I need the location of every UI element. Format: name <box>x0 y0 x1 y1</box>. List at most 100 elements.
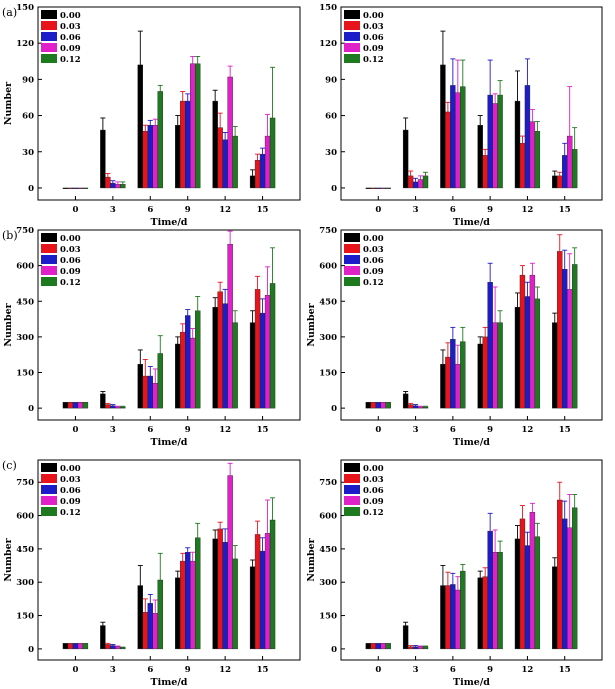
bar <box>450 584 456 650</box>
bar <box>407 175 414 189</box>
bar <box>110 182 116 189</box>
bar <box>417 179 424 189</box>
bar <box>557 175 563 189</box>
x-tick-label: 3 <box>110 425 116 435</box>
x-tick-label: 6 <box>147 425 153 435</box>
bar <box>142 612 148 650</box>
bar <box>264 135 271 189</box>
bar <box>254 159 261 189</box>
bar <box>194 63 201 189</box>
bar <box>72 187 79 189</box>
bar <box>147 603 153 650</box>
bar <box>67 401 74 409</box>
bar <box>524 545 531 650</box>
bar <box>370 643 377 650</box>
y-tick-label: 300 <box>319 578 337 588</box>
bar <box>450 339 456 409</box>
x-axis-title: Time/d <box>453 677 490 688</box>
legend-swatch <box>344 496 360 505</box>
y-tick-label: 120 <box>319 39 337 49</box>
bar <box>529 121 536 189</box>
x-tick-label: 6 <box>450 425 456 435</box>
bar <box>440 363 446 409</box>
bar <box>460 570 466 650</box>
bar <box>407 646 414 650</box>
legend-label: 0.03 <box>363 475 384 485</box>
bar <box>557 499 563 650</box>
bar <box>147 125 153 189</box>
legend-swatch <box>344 54 360 63</box>
y-axis-title: Number <box>3 537 14 581</box>
bar <box>552 566 558 650</box>
bar <box>269 519 276 650</box>
legend-label: 0.00 <box>60 11 81 21</box>
legend-label: 0.09 <box>60 44 81 54</box>
bar <box>142 375 148 409</box>
bar <box>552 175 558 189</box>
bar <box>460 86 466 189</box>
legend-label: 0.09 <box>60 267 81 277</box>
bar <box>232 322 238 409</box>
x-tick-label: 6 <box>147 665 153 675</box>
bar <box>487 282 493 409</box>
x-tick-label: 0 <box>375 425 381 435</box>
bar <box>567 289 573 409</box>
bar <box>455 92 461 189</box>
panel-label: (c) <box>2 459 17 472</box>
bar <box>567 135 573 189</box>
legend-swatch <box>41 43 57 52</box>
x-tick-label: 3 <box>110 205 116 215</box>
x-tick-label: 12 <box>522 665 534 675</box>
x-tick-label: 15 <box>559 425 571 435</box>
x-tick-label: 3 <box>413 665 419 675</box>
bar <box>477 577 483 650</box>
panel-label: (a) <box>2 6 17 19</box>
bar <box>402 393 409 409</box>
legend-swatch <box>41 277 57 286</box>
bar <box>110 405 116 409</box>
bar <box>185 552 191 650</box>
x-tick-label: 3 <box>413 425 419 435</box>
bar <box>100 129 106 189</box>
bar <box>212 538 218 650</box>
bar <box>534 298 541 409</box>
y-tick-label: 0 <box>28 645 34 655</box>
bar <box>217 291 223 409</box>
bar <box>62 187 69 189</box>
bar <box>482 576 488 650</box>
bar <box>120 184 126 189</box>
chart-panel-0: 0 30 60 90 120 150 0 3 6 9 12 15 0.000.030.060.090.1… <box>2 3 301 228</box>
bar <box>492 103 498 189</box>
bar <box>571 264 578 409</box>
bar <box>105 404 111 409</box>
plot-frame <box>340 6 603 201</box>
bar <box>519 143 526 189</box>
bar <box>487 530 493 650</box>
plot-frame <box>37 6 301 201</box>
bar <box>534 131 541 189</box>
legend-label: 0.03 <box>60 245 81 255</box>
bar <box>190 337 196 409</box>
x-tick-label: 0 <box>72 665 78 675</box>
y-tick-label: 90 <box>22 75 34 85</box>
y-tick-label: 150 <box>319 369 337 379</box>
bar <box>180 331 186 409</box>
plot-frame <box>340 459 603 661</box>
bar <box>534 536 541 650</box>
y-tick-label: 30 <box>325 148 337 158</box>
bar <box>147 375 153 409</box>
legend-swatch <box>41 21 57 30</box>
panel-label: (b) <box>2 229 18 242</box>
y-tick-label: 300 <box>16 578 34 588</box>
bar <box>450 85 456 189</box>
y-tick-label: 0 <box>331 645 337 655</box>
legend-swatch <box>344 32 360 41</box>
x-tick-label: 15 <box>559 205 571 215</box>
bar <box>115 184 121 189</box>
bar <box>120 406 126 409</box>
x-tick-label: 12 <box>219 665 231 675</box>
bar <box>152 613 158 650</box>
legend-swatch <box>344 266 360 275</box>
bar <box>120 647 126 650</box>
